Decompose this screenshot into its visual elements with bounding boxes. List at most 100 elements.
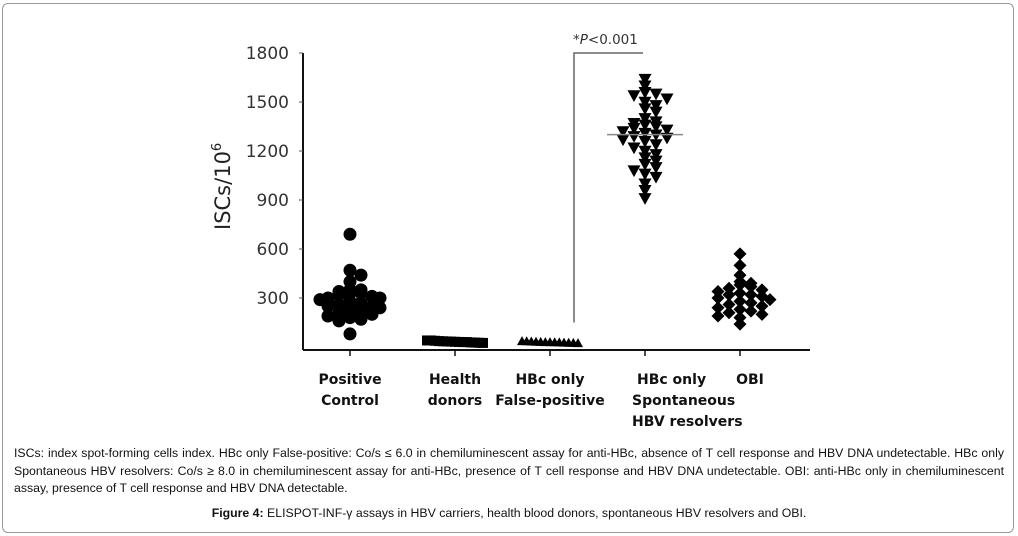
- x-category-label: Health: [429, 372, 481, 388]
- y-axis-title-superscript: 6: [210, 143, 225, 151]
- data-point-diamond: [711, 301, 725, 315]
- data-point-circle: [332, 314, 346, 328]
- data-point-triangle-up: [573, 338, 583, 348]
- data-point-diamond: [763, 293, 777, 307]
- axes: [299, 52, 810, 356]
- data-point-diamond: [722, 306, 736, 320]
- data-point-triangle-down: [649, 155, 663, 168]
- data-point-diamond: [744, 304, 758, 318]
- data-point-diamond: [733, 311, 747, 325]
- data-point-triangle-down: [649, 100, 663, 112]
- data-point-diamond: [733, 247, 747, 261]
- data-point-triangle-down: [649, 106, 663, 119]
- data-point-circle: [354, 286, 368, 300]
- data-point-diamond: [722, 298, 736, 312]
- data-point-triangle-down: [649, 88, 663, 101]
- data-point-diamond: [711, 309, 725, 323]
- x-category-label: HBc only: [637, 372, 706, 388]
- data-point-circle: [343, 311, 357, 325]
- data-point-triangle-down: [638, 96, 652, 109]
- axis-labels: 300 600 900 1200 1500 1800 Positive Control Heal…: [210, 32, 764, 430]
- data-point-triangle-down: [660, 93, 674, 106]
- data-point-triangle-down: [638, 145, 652, 158]
- data-point-diamond: [733, 278, 747, 292]
- data-point-circle: [354, 312, 368, 326]
- data-point-triangle-down: [638, 168, 652, 181]
- data-point-circle: [321, 299, 335, 313]
- y-axis-title-base: ISCs/10: [211, 151, 235, 230]
- data-point-circle: [354, 268, 368, 282]
- data-point-circle: [343, 263, 357, 277]
- data-point-triangle-down: [638, 80, 652, 93]
- sig-threshold: <0.001: [588, 32, 638, 48]
- x-category-label: HBc only: [515, 372, 584, 388]
- data-point-triangle-down: [649, 139, 663, 151]
- data-point-triangle-down: [649, 171, 663, 184]
- data-point-triangle-down: [660, 132, 674, 145]
- data-point-diamond: [733, 317, 747, 331]
- data-point-diamond: [733, 258, 747, 272]
- x-category-label: False-positive: [495, 393, 605, 409]
- x-category-label: donors: [428, 393, 482, 409]
- data-point-triangle-down: [638, 73, 652, 86]
- data-point-circle: [365, 307, 379, 321]
- data-point-triangle-down: [649, 121, 663, 133]
- x-category-label: Positive: [318, 372, 381, 388]
- figure-frame: [2, 3, 1014, 533]
- data-point-triangle-down: [649, 162, 663, 174]
- data-point-triangle-down: [616, 126, 630, 138]
- figure-title: Figure 4: ELISPOT-INF-γ assays in HBV ca…: [0, 506, 1018, 520]
- data-point-triangle-down: [627, 122, 641, 135]
- data-point-triangle-down: [616, 134, 630, 147]
- x-category-label: Control: [321, 393, 379, 409]
- data-point-triangle-down: [638, 113, 652, 125]
- data-point-circle: [343, 227, 357, 241]
- data-point-triangle-down: [638, 136, 652, 148]
- data-point-triangle-down: [627, 90, 641, 102]
- y-tick-label: 1500: [246, 93, 289, 113]
- data-point-diamond: [733, 286, 747, 300]
- data-point-diamond: [755, 283, 769, 297]
- data-points: [313, 73, 777, 348]
- data-point-triangle-down: [638, 158, 652, 171]
- data-point-diamond: [755, 299, 769, 313]
- data-point-triangle-down: [638, 152, 652, 165]
- data-point-diamond: [744, 288, 758, 302]
- significance-bracket: [573, 52, 643, 323]
- data-point-triangle-down: [649, 149, 663, 161]
- data-point-triangle-down: [638, 178, 652, 191]
- data-point-diamond: [744, 280, 758, 294]
- sig-p: P: [580, 32, 589, 48]
- data-point-triangle-down: [638, 193, 652, 205]
- y-tick-label: 600: [257, 240, 289, 260]
- data-point-diamond: [711, 291, 725, 305]
- data-point-diamond: [722, 288, 736, 302]
- dot-plot-chart: 300 600 900 1200 1500 1800 Positive Control Heal…: [210, 32, 810, 430]
- significance-label: *P<0.001: [573, 32, 638, 48]
- y-tick-label: 1200: [246, 142, 289, 162]
- data-point-diamond: [733, 268, 747, 282]
- y-tick-label: 300: [257, 289, 289, 309]
- data-point-diamond: [755, 307, 769, 321]
- data-point-triangle-down: [638, 103, 652, 116]
- data-point-circle: [343, 327, 357, 341]
- data-point-triangle-down: [638, 119, 652, 132]
- data-point-circle: [332, 288, 346, 302]
- data-point-circle: [321, 309, 335, 323]
- data-point-diamond: [733, 294, 747, 308]
- data-point-triangle-down: [627, 142, 641, 155]
- y-tick-label: 900: [257, 191, 289, 211]
- data-point-diamond: [733, 302, 747, 316]
- figure-label: Figure 4:: [211, 506, 264, 520]
- data-point-triangle-down: [638, 185, 652, 197]
- data-point-diamond: [744, 296, 758, 310]
- data-point-triangle-down: [660, 124, 674, 137]
- data-point-diamond: [722, 281, 736, 295]
- x-category-label: OBI: [736, 372, 764, 388]
- figure-title-text: ELISPOT-INF-γ assays in HBV carriers, he…: [263, 506, 807, 520]
- y-axis-title: ISCs/106: [210, 143, 235, 230]
- data-point-triangle-down: [638, 87, 652, 99]
- x-category-label: HBV resolvers: [632, 414, 743, 430]
- sig-asterisk: *: [573, 32, 580, 48]
- figure-caption: ISCs: index spot-forming cells index. HB…: [14, 446, 1004, 495]
